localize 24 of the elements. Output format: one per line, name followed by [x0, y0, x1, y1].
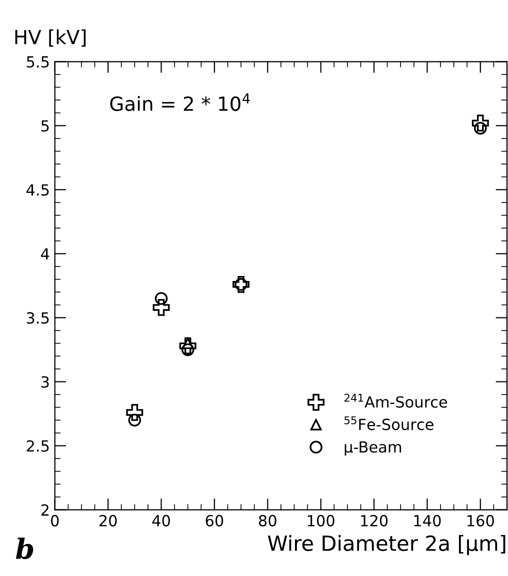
- y-tick-label: 3.5: [26, 312, 49, 324]
- x-tick-label: 40: [152, 514, 170, 526]
- legend-label: $^{55}$Fe-Source: [344, 416, 434, 430]
- x-tick-label: 0: [51, 514, 59, 526]
- text: b: [16, 538, 34, 560]
- x-tick-label: 80: [258, 514, 276, 526]
- y-tick-label: 5: [41, 120, 49, 132]
- y-tick-label: 2: [41, 504, 48, 516]
- y-tick-label: 4.5: [26, 184, 49, 196]
- x-tick-label: 100: [308, 514, 334, 526]
- x-tick-label: 120: [361, 514, 388, 526]
- y-tick-label: 5.5: [26, 56, 49, 68]
- x-tick-label: 20: [99, 514, 117, 526]
- y-tick-label: 3: [41, 376, 49, 388]
- x-axis-title: Wire Diameter 2a [μm]: [268, 534, 506, 556]
- y-tick-label: 4: [41, 248, 50, 260]
- x-tick-label: 160: [467, 514, 494, 526]
- x-tick-label: 140: [414, 514, 441, 526]
- y-axis-title: HV [kV]: [15, 29, 86, 47]
- legend-label: $^{241}$Am-Source: [344, 394, 448, 408]
- legend-label: μ-Beam: [344, 441, 402, 456]
- x-tick-label: 60: [206, 514, 224, 526]
- annotation: Gain = 2 * 10$^{4}$: [110, 93, 250, 112]
- y-tick-label: 2.5: [26, 440, 49, 452]
